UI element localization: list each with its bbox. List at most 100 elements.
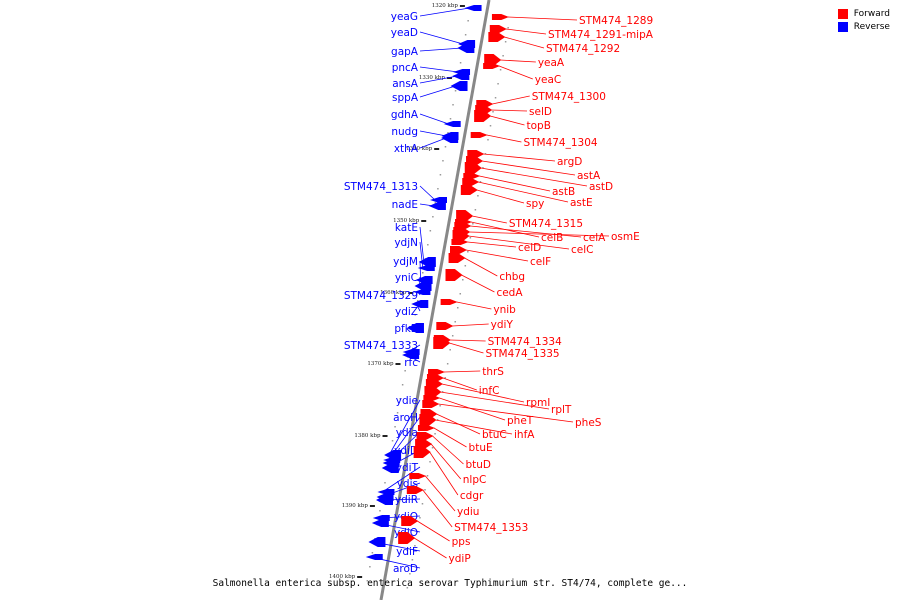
reverse-gene-label[interactable]: STM474_1313 [344, 181, 418, 193]
reverse-gene-5[interactable] [450, 81, 468, 91]
reverse-gene-16[interactable] [411, 300, 429, 308]
reverse-gene-15[interactable] [413, 289, 431, 295]
reverse-gene-label[interactable]: sppA [392, 92, 419, 104]
forward-gene-33[interactable] [422, 400, 440, 408]
forward-gene-42[interactable] [401, 516, 419, 526]
reverse-gene-19[interactable] [402, 351, 420, 359]
forward-gene-0[interactable] [491, 14, 509, 20]
reverse-gene-label[interactable]: pncA [392, 62, 419, 74]
forward-gene-label[interactable]: cedA [496, 287, 523, 299]
forward-gene-label[interactable]: topB [527, 120, 551, 132]
forward-gene-label[interactable]: btuD [465, 459, 491, 471]
reverse-gene-label[interactable]: yniC [395, 272, 418, 284]
forward-gene-label[interactable]: celC [571, 244, 593, 256]
forward-gene-36[interactable] [417, 425, 435, 431]
forward-gene-label[interactable]: rplT [551, 404, 572, 416]
forward-gene-1[interactable] [489, 25, 507, 33]
reverse-gene-label[interactable]: ydjN [394, 237, 418, 249]
reverse-gene-14[interactable] [414, 281, 432, 291]
forward-gene-13[interactable] [462, 178, 480, 186]
forward-gene-label[interactable]: thrS [482, 366, 504, 378]
forward-gene-32[interactable] [423, 395, 441, 401]
reverse-gene-label[interactable]: ydjM [393, 256, 418, 268]
forward-gene-label[interactable]: pheS [575, 417, 602, 429]
forward-gene-label[interactable]: chbg [499, 271, 525, 283]
forward-gene-label[interactable]: selD [529, 106, 552, 118]
reverse-gene-label[interactable]: ydiT [396, 462, 419, 474]
forward-gene-label[interactable]: STM474_1335 [485, 348, 559, 360]
reverse-gene-label[interactable]: pfkB [394, 323, 418, 335]
forward-gene-label[interactable]: astE [570, 197, 593, 209]
forward-gene-label[interactable]: osmE [611, 231, 640, 243]
forward-gene-28[interactable] [428, 369, 446, 375]
forward-gene-label[interactable]: ihfA [514, 429, 535, 441]
forward-gene-4[interactable] [483, 63, 501, 69]
reverse-gene-28[interactable] [371, 519, 389, 527]
forward-gene-label[interactable]: celA [583, 232, 606, 244]
reverse-gene-label[interactable]: ansA [392, 78, 419, 90]
reverse-gene-29[interactable] [368, 537, 386, 547]
forward-gene-label[interactable]: STM474_1292 [546, 43, 620, 55]
forward-gene-label[interactable]: STM474_1300 [532, 91, 606, 103]
forward-gene-label[interactable]: pheT [507, 415, 534, 427]
forward-gene-40[interactable] [409, 473, 427, 479]
reverse-gene-label[interactable]: ydiD [394, 445, 418, 457]
forward-gene-41[interactable] [406, 486, 424, 494]
forward-gene-label[interactable]: ydiu [457, 506, 479, 518]
reverse-gene-23[interactable] [381, 463, 399, 473]
forward-gene-25[interactable] [436, 322, 454, 330]
forward-gene-39[interactable] [413, 446, 431, 458]
reverse-gene-12[interactable] [417, 265, 435, 271]
reverse-gene-10[interactable] [428, 202, 446, 210]
forward-gene-35[interactable] [419, 414, 437, 426]
forward-gene-label[interactable]: STM474_1353 [454, 522, 528, 534]
reverse-gene-4[interactable] [452, 72, 470, 80]
forward-gene-label[interactable]: yeaA [538, 57, 565, 69]
reverse-gene-label[interactable]: ydiF [396, 546, 418, 558]
forward-gene-20[interactable] [451, 239, 469, 245]
forward-gene-label[interactable]: celF [530, 256, 551, 268]
forward-gene-37[interactable] [416, 432, 434, 440]
forward-gene-7[interactable] [474, 110, 492, 122]
reverse-gene-2[interactable] [457, 43, 475, 53]
reverse-gene-8[interactable] [441, 133, 459, 143]
forward-gene-label[interactable]: astD [589, 181, 613, 193]
reverse-gene-label[interactable]: nadE [392, 199, 418, 211]
reverse-gene-label[interactable]: ydia [396, 427, 418, 439]
forward-gene-8[interactable] [470, 132, 488, 138]
forward-gene-label[interactable]: cdgr [460, 490, 484, 502]
forward-gene-22[interactable] [448, 253, 466, 263]
forward-gene-23[interactable] [445, 269, 463, 281]
reverse-gene-label[interactable]: ydiR [395, 494, 418, 506]
forward-gene-label[interactable]: astA [577, 170, 601, 182]
forward-gene-label[interactable]: celD [518, 242, 541, 254]
forward-gene-2[interactable] [488, 32, 506, 42]
forward-gene-label[interactable]: ynib [493, 304, 516, 316]
reverse-gene-label[interactable]: nudg [391, 126, 418, 138]
reverse-gene-11[interactable] [418, 257, 436, 267]
forward-gene-24[interactable] [440, 299, 458, 305]
forward-gene-label[interactable]: btuE [469, 442, 493, 454]
reverse-gene-label[interactable]: STM474_1333 [344, 340, 418, 352]
reverse-gene-0[interactable] [464, 5, 482, 11]
reverse-gene-label[interactable]: yeaG [391, 11, 418, 23]
reverse-gene-label[interactable]: yeaD [391, 27, 418, 39]
forward-gene-label[interactable]: ydiP [449, 553, 471, 565]
forward-gene-43[interactable] [398, 532, 416, 544]
forward-gene-label[interactable]: nlpC [463, 474, 487, 486]
forward-gene-label[interactable]: STM474_1289 [579, 15, 653, 27]
reverse-gene-label[interactable]: aroD [393, 563, 418, 575]
forward-gene-label[interactable]: spy [526, 198, 544, 210]
forward-gene-label[interactable]: STM474_1334 [488, 336, 562, 348]
forward-gene-12[interactable] [463, 173, 481, 179]
forward-gene-11[interactable] [464, 162, 482, 174]
forward-gene-label[interactable]: argD [557, 156, 582, 168]
reverse-gene-label[interactable]: rfc [404, 357, 418, 369]
reverse-gene-label[interactable]: ydiZ [395, 306, 418, 318]
reverse-gene-label[interactable]: aroH [393, 412, 418, 424]
reverse-gene-6[interactable] [443, 121, 461, 127]
reverse-gene-label[interactable]: xthA [394, 143, 419, 155]
reverse-gene-label[interactable]: gapA [391, 46, 419, 58]
forward-gene-label[interactable]: pps [452, 536, 471, 548]
reverse-gene-label[interactable]: katE [395, 222, 418, 234]
